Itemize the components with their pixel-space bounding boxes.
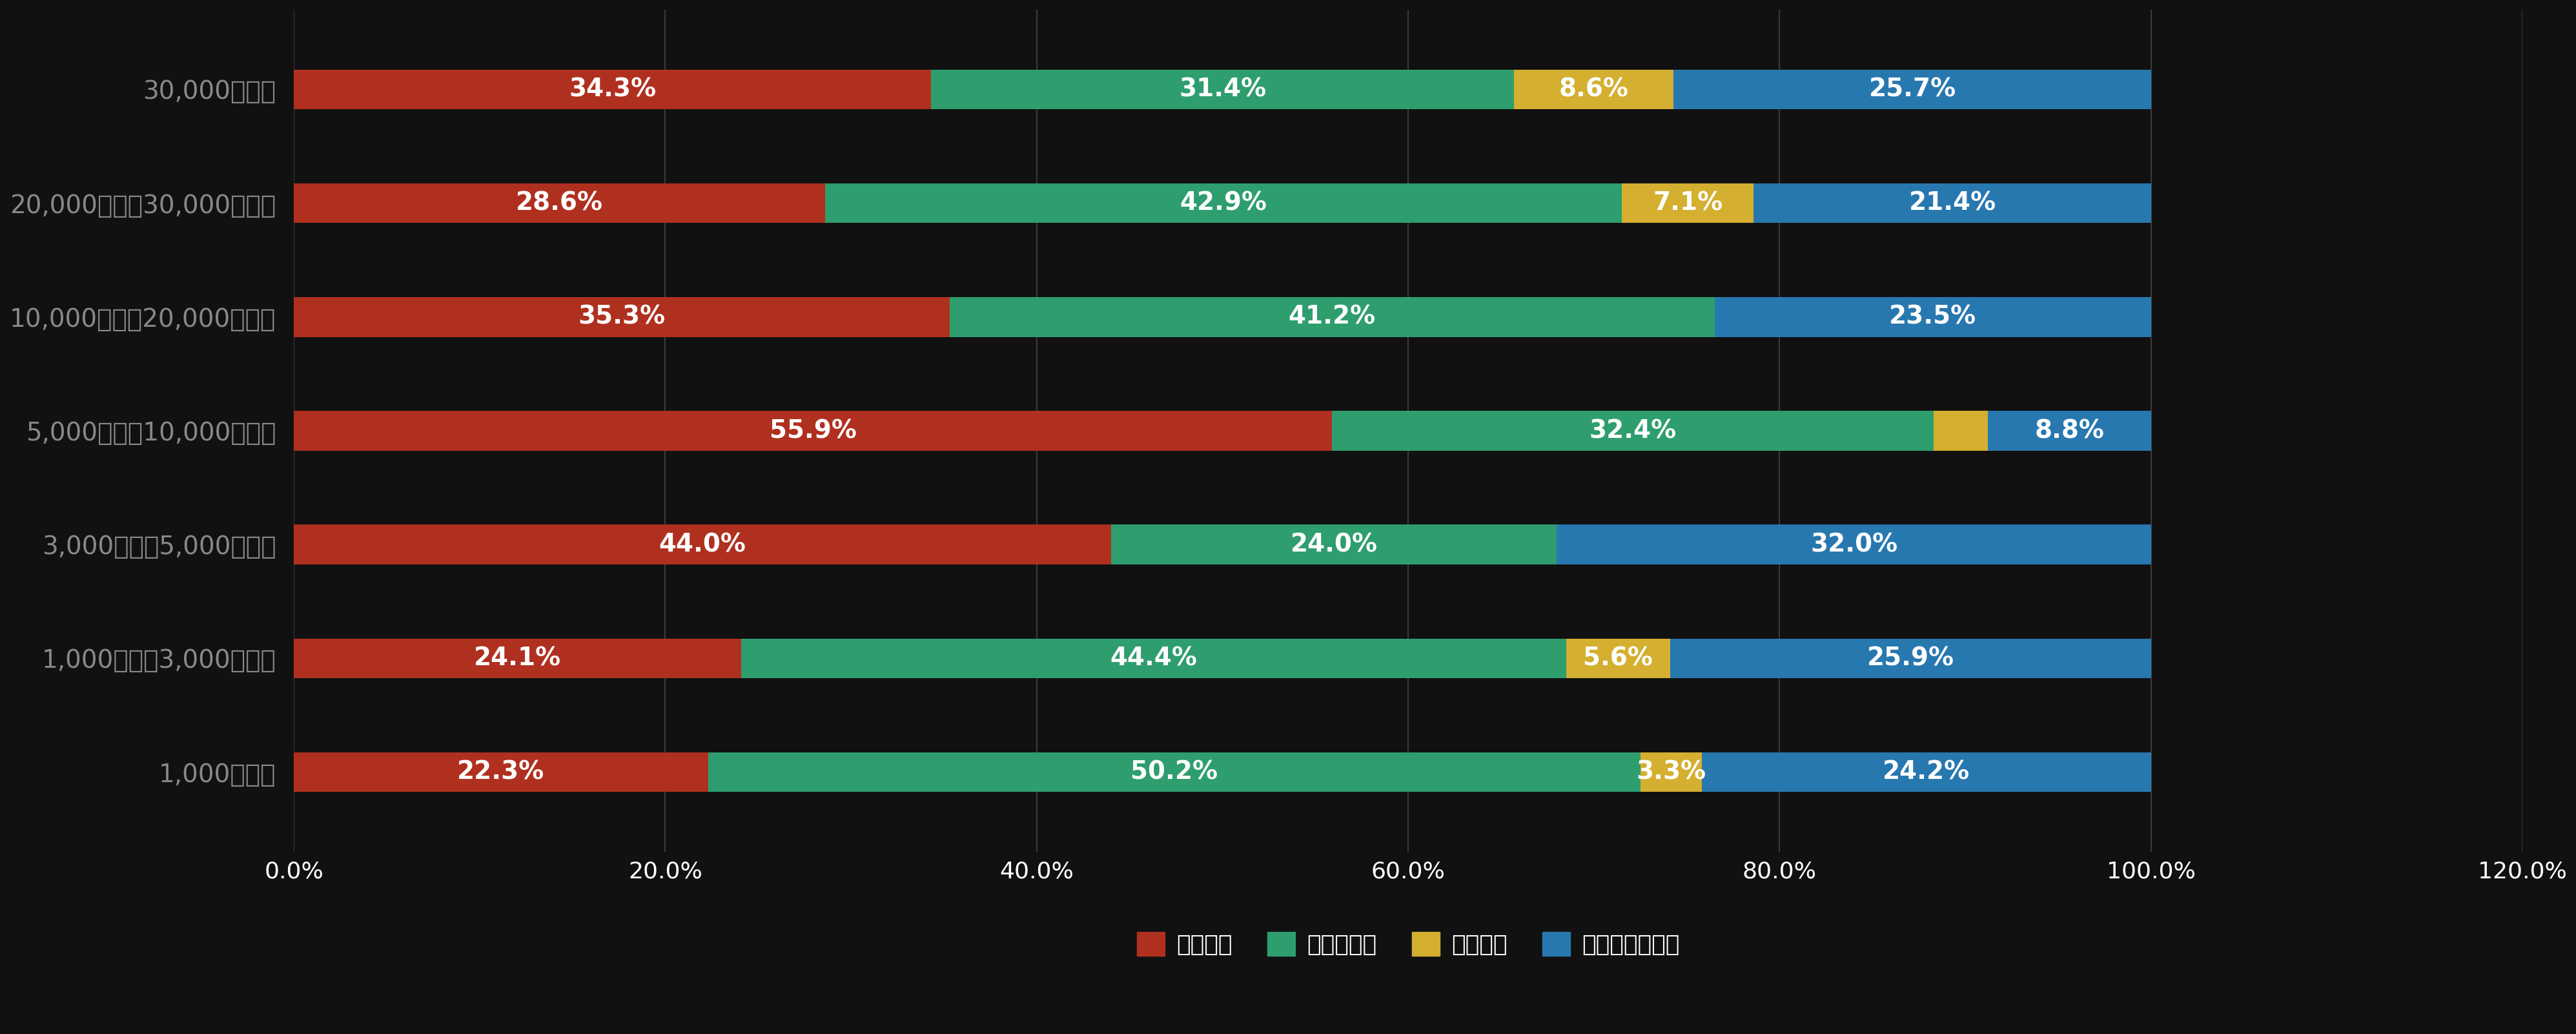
Text: 8.8%: 8.8% [2035, 419, 2105, 443]
Bar [294, 297, 948, 337]
Bar [294, 183, 824, 223]
Bar [294, 410, 1332, 451]
Bar [1110, 524, 1556, 565]
Bar [1556, 524, 2151, 565]
Bar [1566, 638, 1669, 678]
Text: 42.9%: 42.9% [1180, 191, 1267, 215]
Bar [294, 524, 1110, 565]
Bar [742, 638, 1566, 678]
Text: 28.6%: 28.6% [515, 191, 603, 215]
Text: 23.5%: 23.5% [1888, 305, 1976, 329]
Text: 25.7%: 25.7% [1868, 78, 1955, 101]
Text: 3.3%: 3.3% [1636, 760, 1705, 785]
Legend: 増加した, 変わらない, 減少した, 実施していない: 増加した, 変わらない, 減少した, 実施していない [1128, 922, 1687, 966]
Bar [1932, 410, 1986, 451]
Text: 24.0%: 24.0% [1291, 533, 1378, 557]
Text: 55.9%: 55.9% [770, 419, 855, 443]
Text: 21.4%: 21.4% [1909, 191, 1996, 215]
Bar [294, 638, 742, 678]
Text: 24.2%: 24.2% [1883, 760, 1971, 785]
Text: 24.1%: 24.1% [474, 646, 562, 671]
Text: 34.3%: 34.3% [569, 78, 657, 101]
Text: 32.4%: 32.4% [1589, 419, 1677, 443]
Bar [930, 69, 1515, 110]
Bar [294, 69, 930, 110]
Bar [1620, 183, 1754, 223]
Text: 44.4%: 44.4% [1110, 646, 1198, 671]
Text: 5.6%: 5.6% [1582, 646, 1651, 671]
Bar [1754, 183, 2151, 223]
Bar [1332, 410, 1932, 451]
Text: 31.4%: 31.4% [1180, 78, 1265, 101]
Text: 8.6%: 8.6% [1558, 78, 1628, 101]
Text: 50.2%: 50.2% [1131, 760, 1218, 785]
Bar [1515, 69, 1674, 110]
Bar [708, 753, 1641, 792]
Bar [824, 183, 1620, 223]
Text: 41.2%: 41.2% [1288, 305, 1376, 329]
Bar [1700, 753, 2151, 792]
Bar [948, 297, 1713, 337]
Text: 32.0%: 32.0% [1811, 533, 1896, 557]
Text: 22.3%: 22.3% [456, 760, 544, 785]
Bar [294, 753, 708, 792]
Bar [1674, 69, 2151, 110]
Text: 25.9%: 25.9% [1868, 646, 1953, 671]
Text: 35.3%: 35.3% [577, 305, 665, 329]
Bar [1641, 753, 1700, 792]
Bar [1713, 297, 2151, 337]
Text: 44.0%: 44.0% [659, 533, 747, 557]
Text: 7.1%: 7.1% [1651, 191, 1723, 215]
Bar [1986, 410, 2151, 451]
Bar [1669, 638, 2151, 678]
